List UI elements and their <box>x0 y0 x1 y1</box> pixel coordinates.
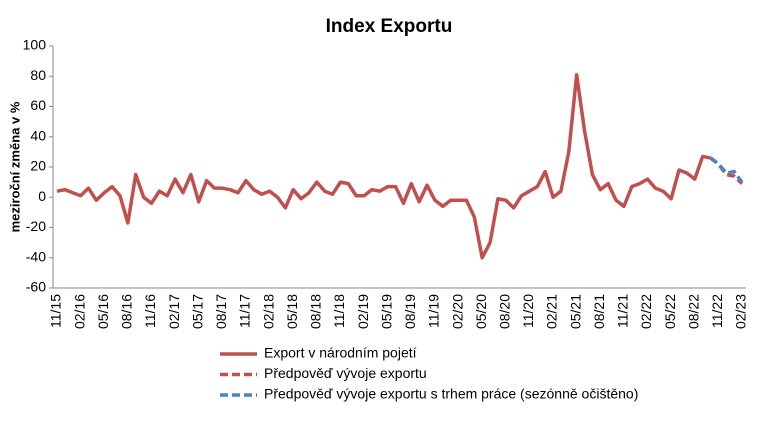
y-tick-label: 0 <box>38 188 46 204</box>
x-tick-label: 08/19 <box>402 294 418 329</box>
y-axis-label: meziroční změna v % <box>7 101 22 232</box>
legend-label: Export v národním pojetí <box>264 345 417 361</box>
x-tick-label: 02/19 <box>355 294 371 329</box>
x-tick-label: 08/22 <box>685 294 701 329</box>
x-tick-label: 05/20 <box>473 294 489 329</box>
x-tick-label: 08/21 <box>591 294 607 329</box>
y-tick-label: 100 <box>23 37 47 53</box>
x-tick-label: 11/22 <box>709 294 725 328</box>
y-tick-label: -20 <box>26 218 46 234</box>
x-tick-label: 02/18 <box>260 294 276 329</box>
x-tick-label: 02/21 <box>544 294 560 329</box>
x-tick-label: 02/17 <box>166 294 182 329</box>
x-tick-label: 08/18 <box>308 294 324 329</box>
y-tick-label: -60 <box>26 279 46 295</box>
x-tick-label: 05/21 <box>567 294 583 329</box>
chart-title: Index Exportu <box>326 16 453 37</box>
x-tick-label: 05/16 <box>95 294 111 329</box>
x-tick-label: 05/22 <box>662 294 678 329</box>
x-tick-label: 05/18 <box>284 294 300 329</box>
y-tick-label: 40 <box>30 127 46 143</box>
legend-label: Předpověď vývoje exportu <box>264 365 427 381</box>
y-tick-label: -40 <box>26 248 46 264</box>
x-tick-label: 11/19 <box>426 294 442 328</box>
y-tick-label: 60 <box>30 97 46 113</box>
x-tick-label: 08/17 <box>213 294 229 329</box>
y-tick-label: 20 <box>30 158 46 174</box>
legend-label: Předpověď vývoje exportu s trhem práce (… <box>264 386 638 402</box>
x-tick-label: 02/16 <box>71 294 87 329</box>
x-tick-label: 02/23 <box>733 294 749 329</box>
x-tick-label: 11/15 <box>48 294 64 328</box>
series-line <box>56 72 711 260</box>
y-tick-label: 80 <box>30 67 46 83</box>
x-tick-label: 11/21 <box>615 294 631 328</box>
x-tick-label: 11/17 <box>237 294 253 328</box>
x-tick-label: 08/20 <box>496 294 512 329</box>
x-tick-label: 08/16 <box>119 294 135 329</box>
x-tick-label: 02/22 <box>638 294 654 329</box>
x-tick-label: 11/18 <box>331 294 347 328</box>
x-tick-label: 05/19 <box>378 294 394 329</box>
x-tick-label: 05/17 <box>189 294 205 329</box>
x-tick-label: 11/20 <box>520 294 536 328</box>
x-tick-label: 02/20 <box>449 294 465 329</box>
series-line <box>709 156 744 184</box>
x-tick-label: 11/16 <box>142 294 158 328</box>
